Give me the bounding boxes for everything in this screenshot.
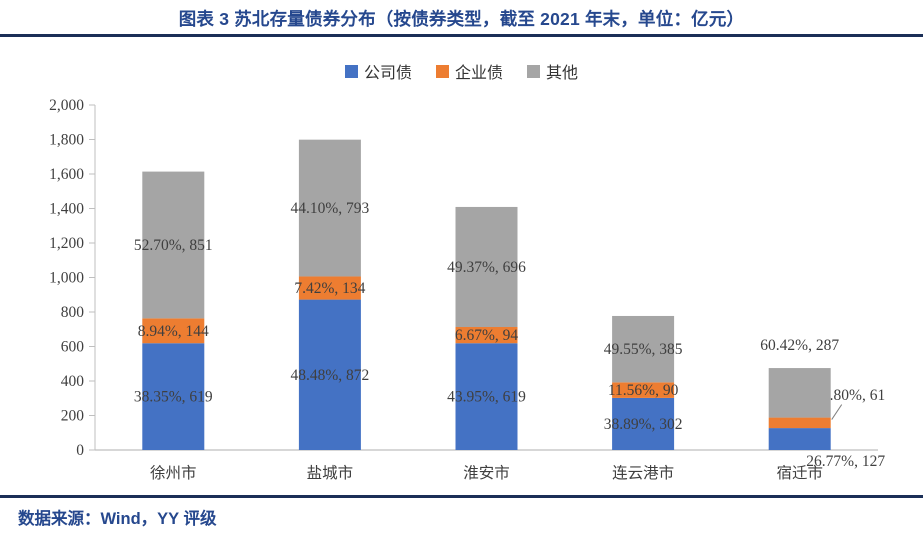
legend-swatch-icon xyxy=(527,64,540,78)
segment-label-企业债: 6.67%, 94 xyxy=(455,327,519,344)
label-leader-line xyxy=(831,404,843,420)
y-axis-tick-label: 1,800 xyxy=(49,132,84,149)
segment-label-公司债: 26.77%, 127 xyxy=(806,453,885,470)
segment-label-公司债: 48.48%, 872 xyxy=(291,367,370,384)
y-axis-tick-label: 2,000 xyxy=(49,97,84,114)
legend-label: 其他 xyxy=(546,65,579,82)
segment-label-企业债: 12.80%, 61 xyxy=(814,387,885,404)
segment-label-其他: 60.42%, 287 xyxy=(760,337,839,354)
bar-segment-其他 xyxy=(612,315,675,383)
figure-title: 图表 3 苏北存量债券分布（按债券类型，截至 2021 年末，单位：亿元） xyxy=(178,9,745,29)
y-axis-tick-label: 1,600 xyxy=(49,166,84,183)
bar-segment-公司债 xyxy=(455,343,518,450)
bar-segment-企业债 xyxy=(768,417,831,429)
bottom-rule xyxy=(0,495,923,498)
x-axis-label: 宿迁市 xyxy=(776,464,823,482)
y-axis-tick-label: 1,400 xyxy=(49,201,84,218)
y-axis-tick-label: 400 xyxy=(61,373,85,390)
legend-item-2: 其他 xyxy=(527,59,578,83)
segment-label-其他: 49.37%, 696 xyxy=(447,259,526,276)
legend-label: 公司债 xyxy=(363,65,412,82)
x-axis-label: 淮安市 xyxy=(463,464,510,482)
segment-label-公司债: 38.89%, 302 xyxy=(604,416,683,433)
x-axis-label: 徐州市 xyxy=(150,464,197,482)
bar-segment-其他 xyxy=(455,206,518,328)
bar-segment-公司债 xyxy=(768,428,831,450)
bar-segment-企业债 xyxy=(612,382,675,398)
segment-label-其他: 49.55%, 385 xyxy=(604,341,683,358)
y-axis-tick-label: 800 xyxy=(61,304,85,321)
data-source-text: 数据来源：Wind，YY 评级 xyxy=(18,510,217,528)
bar-segment-公司债 xyxy=(298,299,361,450)
top-rule xyxy=(0,34,923,37)
x-axis-label: 连云港市 xyxy=(612,464,674,482)
legend-item-1: 企业债 xyxy=(435,59,503,83)
legend-swatch-icon xyxy=(344,64,358,78)
x-axis-label: 盐城市 xyxy=(307,464,354,482)
y-axis-tick-label: 1,200 xyxy=(49,235,84,252)
bar-segment-其他 xyxy=(142,171,205,319)
bar-segment-企业债 xyxy=(455,327,518,344)
chart-legend: 公司债 企业债 其他 xyxy=(0,59,923,83)
y-axis-tick-label: 0 xyxy=(76,442,84,459)
segment-label-企业债: 11.56%, 90 xyxy=(608,382,679,399)
bar-segment-其他 xyxy=(298,139,361,277)
segment-label-公司债: 38.35%, 619 xyxy=(134,389,213,406)
segment-label-企业债: 8.94%, 144 xyxy=(138,323,209,340)
legend-item-0: 公司债 xyxy=(344,59,412,83)
segment-label-公司债: 43.95%, 619 xyxy=(447,389,526,406)
bar-segment-企业债 xyxy=(142,318,205,344)
segment-label-其他: 52.70%, 851 xyxy=(134,237,213,254)
legend-label: 企业债 xyxy=(454,65,503,82)
y-axis-tick-label: 600 xyxy=(61,339,85,356)
y-axis-tick-label: 200 xyxy=(61,408,85,425)
bar-segment-公司债 xyxy=(142,343,205,450)
y-axis-tick-label: 1,000 xyxy=(49,270,84,287)
bar-segment-企业债 xyxy=(298,276,361,300)
bar-segment-其他 xyxy=(768,368,831,418)
legend-swatch-icon xyxy=(435,64,449,78)
bar-segment-公司债 xyxy=(612,397,675,450)
segment-label-企业债: 7.42%, 134 xyxy=(294,280,365,297)
segment-label-其他: 44.10%, 793 xyxy=(291,200,370,217)
